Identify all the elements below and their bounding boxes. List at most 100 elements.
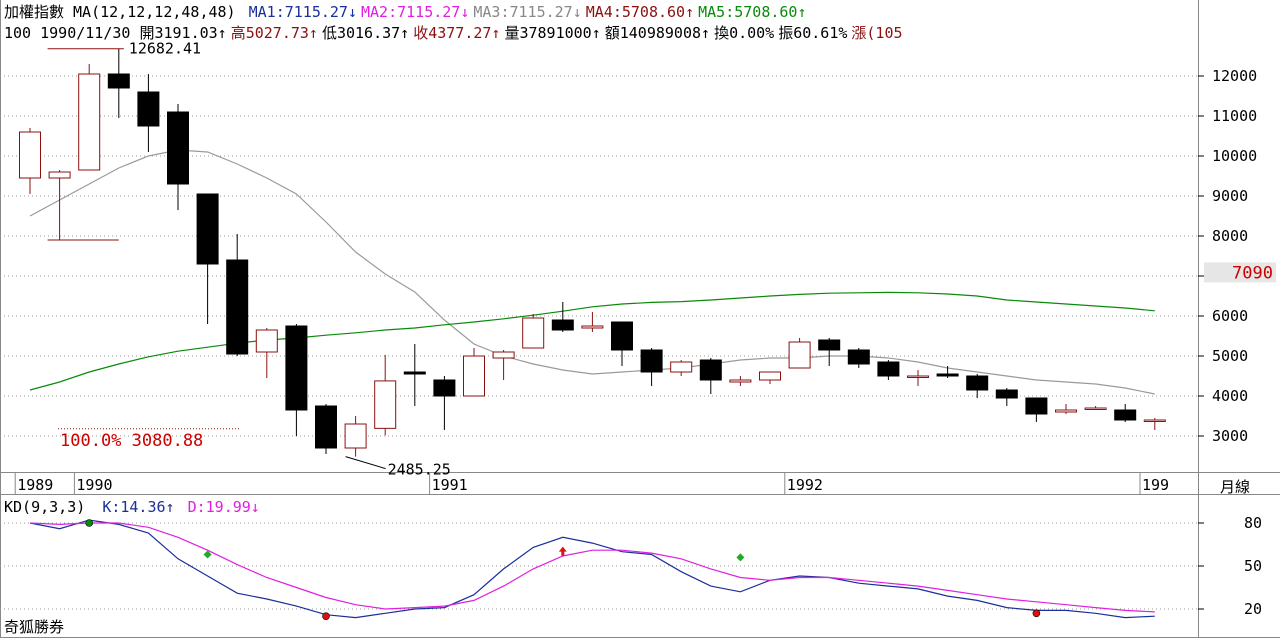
candle-body-12 — [374, 380, 397, 429]
pct-level-label: 100.0% 3080.88 — [60, 431, 203, 451]
candle-11 — [344, 416, 367, 457]
candle-36 — [1084, 406, 1107, 410]
ohlc-header-part-2: 低3016.37↑ — [322, 24, 409, 42]
price-annotations: 12682.41 2485.25 100.0% 3080.88 — [47, 40, 451, 479]
candle-body-0 — [19, 131, 41, 179]
candle-35 — [1055, 404, 1077, 414]
candle-body-29 — [877, 361, 900, 377]
candle-15 — [463, 348, 485, 397]
candle-21 — [640, 348, 663, 386]
kd-signal-1 — [203, 550, 212, 559]
candle-body-17 — [522, 317, 545, 349]
candle-body-30 — [907, 375, 929, 378]
candle-body-27 — [818, 339, 841, 351]
candle-body-13 — [403, 371, 426, 375]
candle-body-33 — [995, 389, 1018, 399]
candle-19 — [581, 312, 604, 332]
broker-name: 奇狐勝券 — [4, 618, 64, 636]
candle-28 — [847, 348, 870, 368]
candle-body-21 — [640, 349, 663, 373]
candle-body-31 — [936, 373, 959, 377]
candle-body-9 — [285, 325, 308, 411]
d-legend: D:19.99↓ — [188, 498, 260, 516]
ma-header-part-4: MA4:5708.60↑ — [586, 3, 694, 21]
candle-23 — [699, 358, 722, 394]
candle-body-32 — [966, 375, 989, 391]
candle-34 — [1025, 397, 1048, 422]
kd-lines — [29, 519, 1155, 619]
ohlc-header-part-7: 振60.61% — [778, 24, 847, 42]
candle-body-25 — [759, 371, 781, 381]
candle-25 — [759, 371, 781, 384]
candle-26 — [788, 338, 811, 369]
ohlc-header-part-0: 100 1990/11/30 開3191.03↑ — [4, 24, 227, 42]
kd-grid — [0, 522, 1198, 610]
candle-body-8 — [255, 329, 278, 353]
x-label-1990: 1990 — [76, 476, 112, 494]
candle-38 — [1143, 418, 1166, 430]
candle-10 — [315, 404, 337, 454]
candle-body-14 — [433, 379, 456, 397]
kd-line-k — [29, 519, 1155, 619]
ma-line-ma4 — [29, 291, 1155, 391]
candle-body-3 — [107, 73, 130, 89]
kd-signal-0 — [85, 519, 93, 527]
tick-label-11000: 11000 — [1212, 107, 1257, 125]
kd-signal-5 — [1032, 609, 1041, 618]
candle-body-34 — [1025, 397, 1048, 415]
candle-29 — [877, 360, 900, 380]
candle-4 — [137, 74, 160, 152]
ohlc-header-part-1: 高5027.73↑ — [231, 24, 318, 42]
candle-2 — [78, 64, 101, 171]
candle-body-28 — [847, 349, 870, 365]
ma-header: 加權指數 MA(12,12,12,48,48) MA1:7115.27↓ MA2:… — [4, 3, 807, 21]
kd-title: KD(9,3,3) — [4, 498, 85, 516]
ma-header-part-1: MA1:7115.27↓ — [249, 3, 357, 21]
candlesticks — [19, 48, 1166, 457]
ma-header-part-2: MA2:7115.27↓ — [361, 3, 469, 21]
candle-body-5 — [167, 111, 189, 185]
kd-signal-4 — [736, 553, 745, 562]
candle-17 — [522, 314, 545, 349]
ma-line-ma1 — [29, 149, 1155, 395]
candle-body-6 — [196, 193, 219, 265]
candle-9 — [285, 324, 308, 436]
kd-axis: 20 50 80 — [1198, 514, 1262, 618]
candle-body-37 — [1114, 409, 1137, 421]
candle-7 — [226, 234, 249, 356]
tick-label-3000: 3000 — [1212, 427, 1248, 445]
kd-signals — [85, 519, 1041, 620]
current-price-label: 7090 — [1232, 263, 1273, 283]
price-axis: 3000400050006000700080009000100001100012… — [1198, 67, 1276, 445]
candle-24 — [729, 376, 752, 386]
candle-body-18 — [551, 319, 574, 331]
period-label: 月線 — [1220, 478, 1250, 496]
tick-label-10000: 10000 — [1212, 147, 1257, 165]
x-label-1992: 1992 — [787, 476, 823, 494]
candle-body-16 — [492, 351, 515, 359]
candle-33 — [995, 388, 1018, 406]
candle-1 — [48, 170, 71, 240]
kd-signal-3 — [558, 546, 567, 556]
tick-label-12000: 12000 — [1212, 67, 1257, 85]
low-label: 2485.25 — [388, 461, 451, 479]
candle-body-2 — [78, 73, 101, 171]
k-legend: K:14.36↑ — [102, 498, 174, 516]
ma-header-part-5: MA5:5708.60↑ — [698, 3, 806, 21]
candle-body-19 — [581, 325, 604, 329]
candle-body-24 — [729, 379, 752, 383]
candle-body-26 — [788, 341, 811, 369]
candle-body-10 — [315, 405, 337, 449]
kd-signal-2 — [322, 612, 330, 620]
candle-14 — [433, 376, 456, 430]
candle-body-15 — [463, 355, 485, 397]
candle-body-23 — [699, 359, 722, 381]
tick-label-4000: 4000 — [1212, 387, 1248, 405]
moving-average-lines — [29, 149, 1155, 395]
ohlc-header-part-5: 額140989008↑ — [605, 24, 710, 42]
ohlc-header: 100 1990/11/30 開3191.03↑ 高5027.73↑ 低3016.3… — [4, 24, 903, 42]
kd-line-d — [29, 522, 1155, 613]
candle-22 — [670, 360, 693, 376]
candle-32 — [966, 374, 989, 398]
candle-8 — [255, 328, 278, 378]
